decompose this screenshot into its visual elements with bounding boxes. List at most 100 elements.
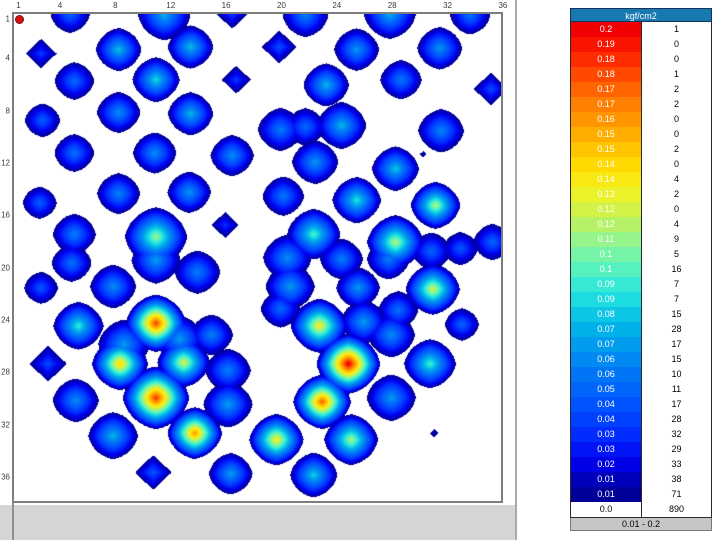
legend-value-cell: 0.04 bbox=[571, 397, 641, 412]
legend-value-cell: 0.17 bbox=[571, 82, 641, 97]
legend-count-cell: 5 bbox=[641, 247, 711, 262]
legend-count-cell: 17 bbox=[641, 397, 711, 412]
legend-row: 0.09 7 bbox=[571, 292, 711, 307]
legend-value-cell: 0.07 bbox=[571, 337, 641, 352]
legend-count-cell: 0 bbox=[641, 112, 711, 127]
legend-row: 0.12 4 bbox=[571, 217, 711, 232]
legend-row: 0.15 2 bbox=[571, 142, 711, 157]
legend-row: 0.07 28 bbox=[571, 322, 711, 337]
legend-count-cell: 4 bbox=[641, 217, 711, 232]
y-tick-label: 32 bbox=[1, 420, 10, 430]
legend-row: 0.16 0 bbox=[571, 112, 711, 127]
legend-count-cell: 0 bbox=[641, 157, 711, 172]
legend-row: 0.18 1 bbox=[571, 67, 711, 82]
legend-row: 0.1 5 bbox=[571, 247, 711, 262]
legend-value-cell: 0.03 bbox=[571, 427, 641, 442]
legend-value-cell: 0.04 bbox=[571, 412, 641, 427]
x-tick-label: 20 bbox=[277, 1, 286, 10]
legend-count-cell: 38 bbox=[641, 472, 711, 487]
legend-count-cell: 15 bbox=[641, 307, 711, 322]
y-tick-label: 12 bbox=[1, 158, 10, 168]
y-tick-label: 4 bbox=[5, 53, 10, 63]
legend-count-cell: 7 bbox=[641, 277, 711, 292]
legend-row: 0.11 9 bbox=[571, 232, 711, 247]
y-tick-label: 1 bbox=[5, 14, 10, 24]
legend-row: 0.19 0 bbox=[571, 37, 711, 52]
legend-value-cell: 0.06 bbox=[571, 367, 641, 382]
legend-row: 0.09 7 bbox=[571, 277, 711, 292]
legend-count-cell: 0 bbox=[641, 202, 711, 217]
legend-count-cell: 33 bbox=[641, 457, 711, 472]
legend-count-cell: 0 bbox=[641, 37, 711, 52]
pressure-heatmap-canvas[interactable] bbox=[14, 14, 501, 501]
legend-row: 0.01 71 bbox=[571, 487, 711, 502]
x-tick-label: 12 bbox=[166, 1, 176, 10]
legend-row: 0.07 17 bbox=[571, 337, 711, 352]
y-tick-label: 20 bbox=[1, 263, 10, 273]
legend-count-cell: 1 bbox=[641, 22, 711, 37]
legend-value-cell: 0.17 bbox=[571, 97, 641, 112]
legend-row: 0.04 28 bbox=[571, 412, 711, 427]
left-edge-line bbox=[12, 503, 14, 540]
legend-value-cell: 0.15 bbox=[571, 127, 641, 142]
legend-value-cell: 0.09 bbox=[571, 277, 641, 292]
legend-count-cell: 32 bbox=[641, 427, 711, 442]
legend-value-cell: 0.16 bbox=[571, 112, 641, 127]
legend-value-cell: 0.1 bbox=[571, 262, 641, 277]
legend-value-cell: 0.12 bbox=[571, 217, 641, 232]
legend-value-cell: 0.1 bbox=[571, 247, 641, 262]
x-tick-label: 1 bbox=[16, 1, 21, 10]
legend-value-cell: 0.13 bbox=[571, 187, 641, 202]
legend-row: 0.17 2 bbox=[571, 82, 711, 97]
legend-value-cell: 0.18 bbox=[571, 67, 641, 82]
legend-row: 0.17 2 bbox=[571, 97, 711, 112]
legend-value-cell: 0.09 bbox=[571, 292, 641, 307]
legend-count-cell: 0 bbox=[641, 127, 711, 142]
legend-count-cell: 2 bbox=[641, 82, 711, 97]
x-tick-label: 28 bbox=[387, 1, 397, 10]
legend-row: 0.14 4 bbox=[571, 172, 711, 187]
x-tick-label: 4 bbox=[57, 1, 63, 10]
legend-header: kgf/cm2 bbox=[570, 8, 712, 22]
legend-row: 0.03 32 bbox=[571, 427, 711, 442]
legend-count-cell: 890 bbox=[641, 502, 711, 517]
legend-row: 0.14 0 bbox=[571, 157, 711, 172]
legend-count-cell: 0 bbox=[641, 52, 711, 67]
y-tick-label: 16 bbox=[1, 210, 10, 220]
legend-row: 0.13 2 bbox=[571, 187, 711, 202]
legend-row: 0.18 0 bbox=[571, 52, 711, 67]
legend-count-cell: 4 bbox=[641, 172, 711, 187]
legend-row: 0.01 38 bbox=[571, 472, 711, 487]
legend-value-cell: 0.14 bbox=[571, 157, 641, 172]
legend-value-cell: 0.05 bbox=[571, 382, 641, 397]
legend-count-cell: 2 bbox=[641, 142, 711, 157]
legend-row: 0.06 15 bbox=[571, 352, 711, 367]
legend-row: 0.15 0 bbox=[571, 127, 711, 142]
legend-count-cell: 16 bbox=[641, 262, 711, 277]
legend-row: 0.02 33 bbox=[571, 457, 711, 472]
legend-value-cell: 0.01 bbox=[571, 472, 641, 487]
legend-count-cell: 2 bbox=[641, 97, 711, 112]
legend-value-cell: 0.01 bbox=[571, 487, 641, 502]
legend-body: 0.2 1 0.19 0 0.18 0 0.18 1 0.17 2 0.17 2 0.16 0 0.15 0 0… bbox=[570, 22, 712, 518]
legend-count-cell: 15 bbox=[641, 352, 711, 367]
legend-count-cell: 2 bbox=[641, 187, 711, 202]
legend-value-cell: 0.0 bbox=[571, 502, 641, 517]
legend-row: 0.08 15 bbox=[571, 307, 711, 322]
legend-value-cell: 0.15 bbox=[571, 142, 641, 157]
legend-value-cell: 0.03 bbox=[571, 442, 641, 457]
x-tick-label: 24 bbox=[332, 1, 342, 10]
legend-count-cell: 29 bbox=[641, 442, 711, 457]
legend-row: 0.0 890 bbox=[571, 502, 711, 517]
pressure-map-plot bbox=[12, 12, 503, 503]
legend-value-cell: 0.18 bbox=[571, 52, 641, 67]
origin-marker-dot bbox=[15, 15, 24, 24]
legend-value-cell: 0.12 bbox=[571, 202, 641, 217]
legend-row: 0.06 10 bbox=[571, 367, 711, 382]
legend-count-cell: 7 bbox=[641, 292, 711, 307]
panel-divider bbox=[515, 0, 517, 540]
legend-count-cell: 10 bbox=[641, 367, 711, 382]
y-tick-label: 36 bbox=[1, 472, 10, 482]
legend-value-cell: 0.14 bbox=[571, 172, 641, 187]
